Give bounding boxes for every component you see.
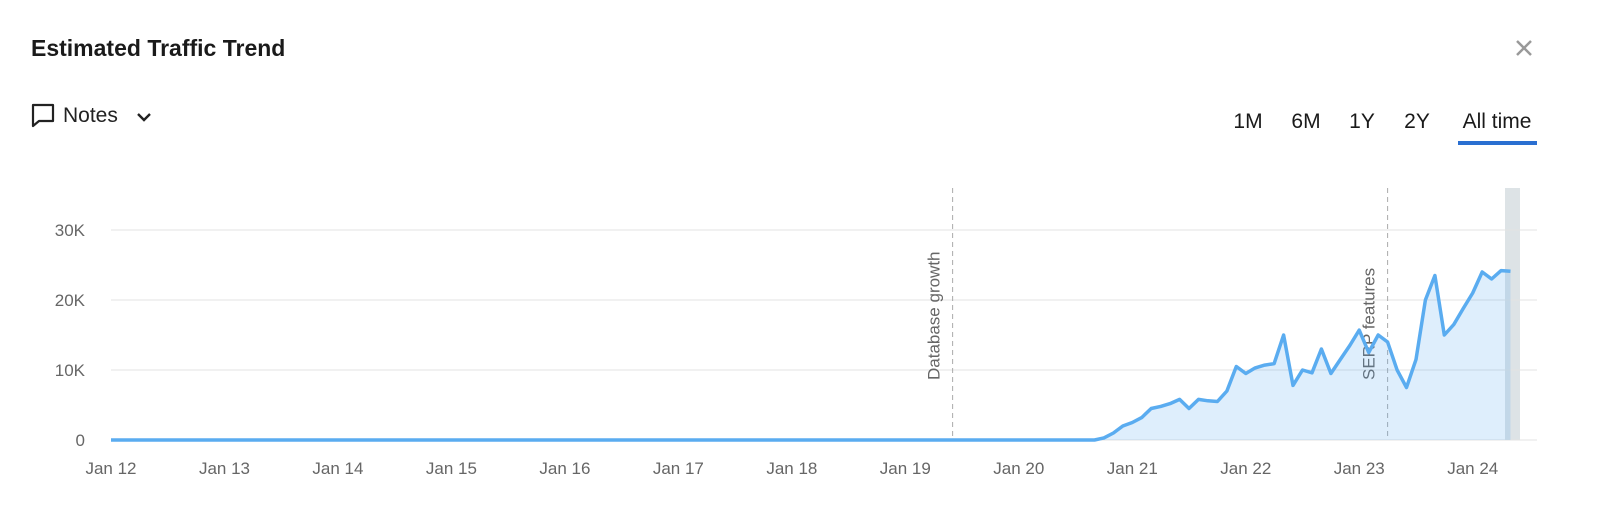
active-underline	[1458, 141, 1537, 145]
x-tick-label: Jan 16	[539, 459, 590, 478]
y-tick-label: 10K	[55, 361, 86, 380]
x-tick-label: Jan 14	[312, 459, 363, 478]
x-tick-label: Jan 21	[1107, 459, 1158, 478]
panel-title: Estimated Traffic Trend	[31, 35, 285, 61]
x-tick-label: Jan 24	[1447, 459, 1498, 478]
x-tick-label: Jan 17	[653, 459, 704, 478]
y-tick-label: 30K	[55, 221, 86, 240]
x-tick-label: Jan 12	[85, 459, 136, 478]
close-button[interactable]	[1516, 40, 1532, 56]
x-tick-label: Jan 22	[1220, 459, 1271, 478]
x-tick-label: Jan 18	[766, 459, 817, 478]
y-tick-label: 0	[76, 431, 85, 450]
x-tick-label: Jan 20	[993, 459, 1044, 478]
range-button[interactable]: 6M	[1291, 110, 1320, 133]
notes-dropdown[interactable]: Notes	[31, 103, 151, 128]
x-tick-label: Jan 13	[199, 459, 250, 478]
x-tick-label: Jan 19	[880, 459, 931, 478]
range-button[interactable]: 1M	[1233, 110, 1262, 133]
annotation-label: SERP features	[1360, 268, 1379, 380]
annotation-label: Database growth	[925, 251, 944, 380]
notes-label: Notes	[63, 104, 118, 127]
area-fill	[111, 270, 1511, 440]
traffic-line	[111, 268, 1511, 442]
range-button[interactable]: 1Y	[1349, 110, 1375, 133]
current-highlight	[1505, 188, 1520, 440]
range-button[interactable]: All time	[1463, 110, 1532, 133]
range-button[interactable]: 2Y	[1404, 110, 1430, 133]
y-tick-label: 20K	[55, 291, 86, 310]
x-tick-label: Jan 23	[1334, 459, 1385, 478]
x-tick-label: Jan 15	[426, 459, 477, 478]
